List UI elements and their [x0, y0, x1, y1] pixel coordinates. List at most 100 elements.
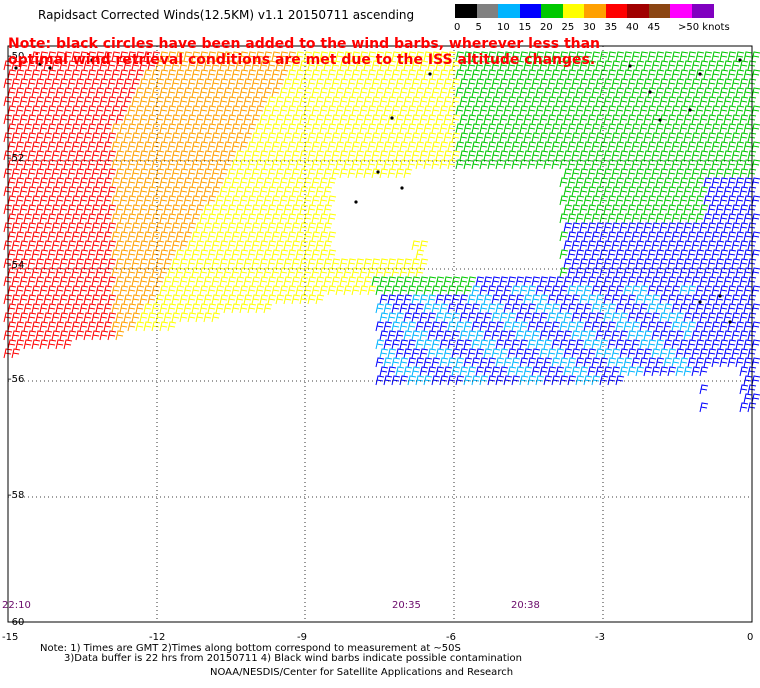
wind-barb [635, 348, 645, 359]
wind-barb [19, 312, 29, 323]
wind-barb [519, 105, 529, 116]
wind-barb [715, 132, 725, 143]
wind-barb [359, 285, 369, 296]
wind-barb [263, 123, 273, 134]
wind-barb [739, 132, 749, 143]
wind-barb [339, 60, 349, 71]
wind-barb [63, 231, 73, 242]
wind-barb [591, 339, 601, 350]
colorbar-units: >50 knots [678, 22, 730, 33]
wind-barb [91, 168, 101, 179]
wind-barb [99, 276, 109, 287]
wind-barb [127, 69, 137, 80]
wind-barb [295, 249, 305, 260]
wind-barb [607, 159, 617, 170]
wind-barb [571, 240, 581, 251]
wind-barb [731, 348, 741, 359]
wind-barb [159, 231, 169, 242]
wind-barb [559, 285, 569, 296]
wind-barb [479, 303, 489, 314]
wind-barb [35, 276, 45, 287]
wind-barb [739, 330, 749, 341]
wind-barb [131, 204, 141, 215]
wind-barb [351, 69, 361, 80]
wind-barb [319, 195, 329, 206]
wind-barb [523, 366, 533, 377]
wind-barb [719, 123, 729, 134]
wind-barb [575, 285, 585, 296]
wind-barb [407, 69, 417, 80]
wind-barb [531, 366, 541, 377]
wind-barb [351, 51, 361, 62]
wind-barb [603, 78, 613, 89]
wind-barb [23, 69, 33, 80]
wind-barb [119, 105, 129, 116]
wind-barb [79, 177, 89, 188]
wind-barb [35, 114, 45, 125]
wind-barb [251, 60, 261, 71]
wind-barb [111, 267, 121, 278]
wind-barb [707, 204, 717, 215]
wind-barb [643, 366, 653, 377]
wind-barb [467, 366, 477, 377]
wind-barb [711, 87, 721, 98]
wind-barb [723, 348, 733, 359]
wind-barb [667, 222, 677, 233]
wind-barb [491, 366, 501, 377]
wind-barb [131, 150, 141, 161]
wind-barb [715, 204, 725, 215]
wind-barb [443, 366, 453, 377]
wind-barb [83, 222, 93, 233]
wind-barb [143, 285, 153, 296]
wind-barb [207, 195, 217, 206]
wind-barb [439, 87, 449, 98]
wind-barb [603, 258, 613, 269]
wind-barb [439, 303, 449, 314]
wind-barb [279, 177, 289, 188]
wind-barb [191, 141, 201, 152]
wind-barb [223, 285, 233, 296]
wind-barb [127, 267, 137, 278]
wind-barb [707, 312, 717, 323]
wind-barb [283, 114, 293, 125]
wind-barb [655, 177, 665, 188]
wind-barb [263, 105, 273, 116]
wind-barb [7, 123, 17, 134]
wind-barb [259, 240, 269, 251]
wind-barb [611, 114, 621, 125]
wind-barb [55, 339, 65, 350]
wind-barb [511, 339, 521, 350]
wind-barb [559, 69, 569, 80]
wind-barb [631, 195, 641, 206]
wind-barb [463, 303, 473, 314]
wind-barb [531, 348, 541, 359]
wind-barb [415, 339, 425, 350]
wind-barb [543, 357, 553, 368]
wind-barb [735, 87, 745, 98]
wind-barb [739, 186, 749, 197]
wind-barb [475, 366, 485, 377]
wind-barb [279, 249, 289, 260]
wind-barb [691, 186, 701, 197]
wind-barb [411, 96, 421, 107]
wind-barb [335, 123, 345, 134]
wind-barb [75, 258, 85, 269]
wind-barb [419, 348, 429, 359]
wind-barb [423, 375, 433, 386]
wind-barb [211, 132, 221, 143]
wind-barb [135, 213, 145, 224]
wind-barb [199, 195, 209, 206]
wind-barb [11, 276, 21, 287]
wind-barb [567, 141, 577, 152]
wind-barb [291, 78, 301, 89]
wind-barb [543, 321, 553, 332]
wind-barb [695, 195, 705, 206]
wind-barb [467, 150, 477, 161]
wind-barb [575, 357, 585, 368]
wind-barb [135, 177, 145, 188]
wind-barb [347, 60, 357, 71]
wind-barb [447, 105, 457, 116]
x-tick-label: -12 [149, 632, 166, 643]
wind-barb [723, 150, 733, 161]
wind-barb [447, 339, 457, 350]
